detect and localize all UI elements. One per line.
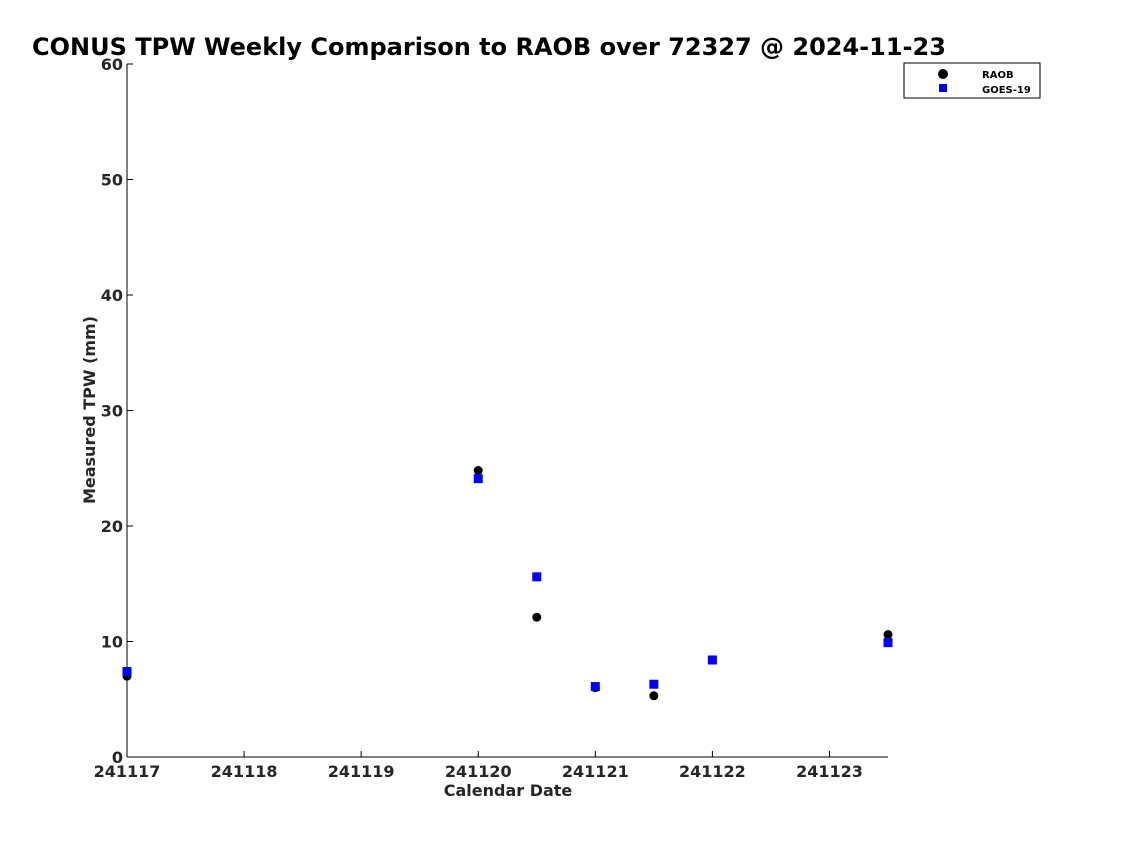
goes-19-point <box>532 572 542 582</box>
y-tick-label: 20 <box>101 517 123 536</box>
x-tick-label: 241118 <box>211 762 278 781</box>
y-tick-label: 0 <box>112 748 123 767</box>
legend-raob-marker <box>938 69 948 79</box>
y-tick-label: 10 <box>101 633 123 652</box>
x-tick-label: 241121 <box>562 762 629 781</box>
y-axis-ticks: 0 10 20 30 40 50 60 <box>101 55 133 767</box>
goes-19-point <box>707 655 717 665</box>
goes-19-point <box>473 474 483 484</box>
goes-19-point <box>883 638 893 648</box>
y-axis-label: Measured TPW (mm) <box>80 316 99 504</box>
x-tick-label: 241120 <box>445 762 512 781</box>
goes-19-point <box>122 667 132 677</box>
y-tick-label: 30 <box>101 402 123 421</box>
data-markers <box>122 466 893 701</box>
legend-box <box>903 62 1041 99</box>
raob-point <box>649 691 659 701</box>
goes-19-point <box>590 682 600 692</box>
legend: RAOB GOES-19 <box>903 62 1041 99</box>
x-tick-label: 241122 <box>679 762 746 781</box>
y-tick-label: 50 <box>101 171 123 190</box>
x-tick-label: 241117 <box>94 762 161 781</box>
raob-point <box>532 612 542 622</box>
raob-point <box>473 466 483 476</box>
chart-title: CONUS TPW Weekly Comparison to RAOB over… <box>32 33 946 61</box>
x-axis-ticks: 241117 241118 241119 241120 241121 241122 2411… <box>94 751 863 781</box>
legend-goes-label: GOES-19 <box>982 85 1031 96</box>
x-axis-label: Calendar Date <box>444 781 573 800</box>
y-tick-label: 40 <box>101 286 123 305</box>
goes-19-point <box>649 679 659 689</box>
x-tick-label: 241119 <box>328 762 395 781</box>
x-tick-label: 241123 <box>796 762 863 781</box>
y-tick-label: 60 <box>101 55 123 74</box>
legend-raob-label: RAOB <box>982 70 1014 81</box>
raob-point <box>883 630 893 640</box>
legend-goes-marker <box>939 84 947 92</box>
